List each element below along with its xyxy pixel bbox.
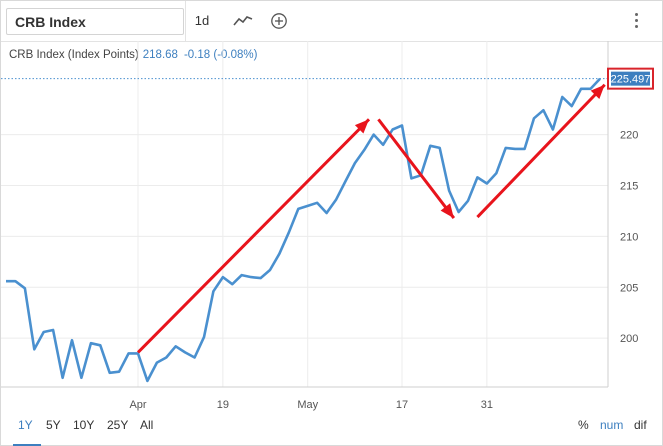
range-1y[interactable]: 1Y xyxy=(18,418,33,432)
range-10y[interactable]: 10Y xyxy=(73,418,95,432)
chart-toolbar: 1d xyxy=(1,1,662,42)
chart-type-button[interactable] xyxy=(229,7,257,35)
legend-price: 218.68 xyxy=(142,49,178,61)
toolbar-divider xyxy=(185,1,186,41)
x-tick-label: 31 xyxy=(481,399,493,411)
option-dif[interactable]: dif xyxy=(634,418,647,432)
trend-arrow-shaft xyxy=(377,118,456,219)
symbol-search-input[interactable] xyxy=(6,8,184,35)
option-percent[interactable]: % xyxy=(578,418,589,432)
range-25y[interactable]: 25Y xyxy=(107,418,129,432)
legend-name: CRB Index (Index Points) xyxy=(9,49,139,61)
trend-arrow-head xyxy=(354,119,369,134)
trend-arrow-shaft xyxy=(476,83,606,219)
x-tick-label: Apr xyxy=(129,399,146,411)
active-range-indicator xyxy=(13,444,41,446)
series-line xyxy=(6,77,601,383)
range-all[interactable]: All xyxy=(140,418,154,432)
line-chart-icon xyxy=(233,16,253,26)
x-tick-label: 17 xyxy=(396,399,408,411)
plus-circle-icon xyxy=(271,13,287,29)
y-tick-label: 215 xyxy=(620,181,638,193)
legend-change: -0.18 (-0.08%) xyxy=(183,49,258,61)
y-tick-label: 205 xyxy=(620,282,638,294)
vertical-dots-icon[interactable] xyxy=(631,13,641,31)
option-num[interactable]: num xyxy=(600,418,624,432)
interval-button[interactable]: 1d xyxy=(194,13,210,28)
last-price-label: 225.497 xyxy=(611,74,651,86)
y-tick-label: 210 xyxy=(620,231,638,243)
trend-arrow-shaft xyxy=(136,118,371,354)
x-tick-label: May xyxy=(297,399,318,411)
price-chart[interactable]: 200 205 210 215 220 Apr 19 May 17 31 225.497 xyxy=(1,41,662,411)
trend-arrow-head xyxy=(440,203,454,219)
chart-legend: CRB Index (Index Points) 218.68 -0.18 (-0.… xyxy=(9,49,257,61)
range-bar: 1Y 5Y 10Y 25Y All % num dif xyxy=(1,411,662,446)
last-price-border xyxy=(607,67,654,90)
add-indicator-button[interactable] xyxy=(265,7,293,35)
trend-arrow-head xyxy=(590,84,605,100)
last-price-box xyxy=(611,71,650,86)
y-tick-label: 200 xyxy=(620,333,638,345)
x-tick-label: 19 xyxy=(217,399,229,411)
range-5y[interactable]: 5Y xyxy=(46,418,61,432)
y-tick-label: 220 xyxy=(620,130,638,142)
